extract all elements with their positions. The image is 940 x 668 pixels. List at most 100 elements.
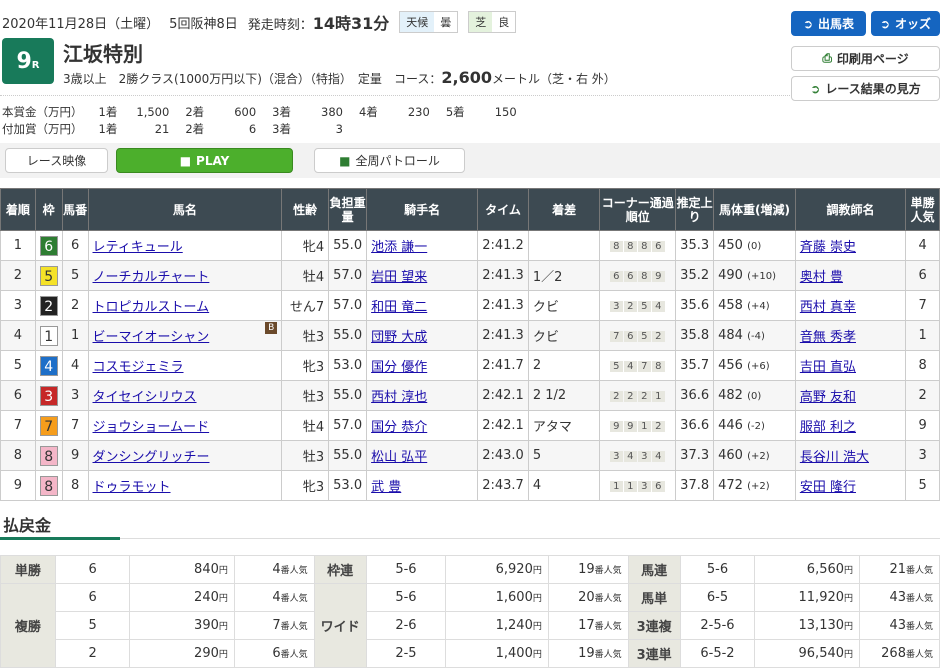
horse-name-link[interactable]: タイセイシリウス [92, 390, 197, 405]
horse-number: 9 [61, 440, 89, 471]
corner-position: 4 [651, 301, 665, 312]
bet-type-tansho: 単勝 [0, 555, 56, 584]
corner-position: 2 [623, 301, 637, 312]
rank: 17 [578, 618, 595, 633]
horse-name-link[interactable]: トロピカルストーム [92, 300, 210, 315]
weight-carried: 55.0 [328, 230, 368, 261]
frame-number: 2 [39, 295, 58, 316]
popularity: 3 [905, 440, 940, 471]
entries-button[interactable]: ➲ 出馬表 [791, 11, 866, 36]
frame-cell: 2 [34, 290, 63, 321]
pop-suffix: 番人気 [594, 594, 622, 604]
start-time: 発走時刻：14時31分 [248, 10, 390, 34]
bet-type-wakuren: 枠連 [313, 555, 367, 584]
horse-name-link[interactable]: ビーマイオーシャン [92, 330, 210, 345]
last-3f: 35.2 [675, 260, 715, 291]
payout-amount: 1,600円 [445, 583, 549, 612]
trainer-link[interactable]: 高野 友和 [799, 390, 856, 405]
body-weight-value: 460 [718, 448, 743, 463]
trainer-cell: 音無 秀孝 [794, 320, 907, 351]
trainer-link[interactable]: 吉田 直弘 [799, 360, 856, 375]
combination: 5-6 [365, 555, 447, 584]
frame-cell: 1 [34, 320, 63, 351]
track-condition: 良 [498, 16, 510, 29]
horse-number: 8 [61, 470, 89, 501]
body-weight: 446 (-2) [713, 410, 796, 441]
jockey-link[interactable]: 国分 恭介 [371, 420, 428, 435]
frame-cell: 8 [34, 440, 63, 471]
jockey-link[interactable]: 岩田 望来 [371, 270, 428, 285]
jockey-cell: 国分 優作 [366, 350, 479, 381]
bet-type-sanrentan: 3連単 [627, 639, 681, 668]
jockey-link[interactable]: 西村 淳也 [371, 390, 428, 405]
bet-type-umatan: 馬単 [627, 583, 681, 612]
margin: 2 1/2 [527, 380, 601, 411]
finish-position: 1 [0, 230, 36, 261]
column-header: 着順 [0, 188, 36, 231]
payout-amount: 11,920円 [754, 583, 861, 612]
popularity: 9 [905, 410, 940, 441]
race-name: 江坂特別 [63, 42, 143, 66]
trainer-link[interactable]: 奥村 豊 [799, 270, 843, 285]
trainer-link[interactable]: 西村 真幸 [799, 300, 856, 315]
play-label: PLAY [196, 153, 230, 168]
weight-carried: 55.0 [328, 320, 368, 351]
trainer-link[interactable]: 長谷川 浩大 [799, 450, 869, 465]
jockey-link[interactable]: 武 豊 [371, 480, 402, 495]
margin: 2 [527, 350, 601, 381]
horse-name-link[interactable]: コスモジェミラ [92, 360, 184, 375]
corner-position: 2 [623, 391, 637, 402]
margin: 1／2 [527, 260, 601, 291]
print-button[interactable]: ⎙ 印刷用ページ [791, 46, 940, 71]
yen-unit: 円 [532, 650, 542, 660]
sex-age: 牝4 [281, 230, 330, 261]
trainer-link[interactable]: 斉藤 崇史 [799, 240, 856, 255]
payout-amount: 290円 [129, 639, 235, 668]
corner-position: 2 [651, 421, 665, 432]
jockey-link[interactable]: 国分 優作 [371, 360, 428, 375]
prize-place: 1着 [98, 105, 118, 119]
jockey-link[interactable]: 松山 弘平 [371, 450, 428, 465]
horse-number: 5 [61, 260, 89, 291]
combination: 6-5-2 [679, 639, 756, 668]
last-3f: 35.7 [675, 350, 715, 381]
bet-type-fukusho: 複勝 [0, 583, 56, 668]
weight-carried: 57.0 [328, 260, 368, 291]
finish-position: 3 [0, 290, 36, 321]
race-meeting: 5回阪神8日 [169, 16, 238, 32]
horse-name-link[interactable]: ノーチカルチャート [92, 270, 210, 285]
howto-button[interactable]: ➲ レース結果の見方 [791, 76, 940, 101]
amount: 11,920 [798, 590, 845, 605]
horse-name-link[interactable]: ジョウショームード [92, 420, 210, 435]
payout-popularity: 6番人気 [233, 639, 315, 668]
horse-name-link[interactable]: ドゥラモット [92, 480, 171, 495]
combination: 2-5-6 [679, 611, 756, 640]
yen-unit: 円 [532, 566, 542, 576]
prize-place: 3着 [272, 122, 291, 136]
play-button[interactable]: ■ PLAY [116, 148, 293, 173]
horse-name-link[interactable]: ダンシングリッチー [92, 450, 210, 465]
jockey-cell: 国分 恭介 [366, 410, 479, 441]
jockey-link[interactable]: 和田 竜二 [371, 300, 428, 315]
horse-name-link[interactable]: レティキュール [92, 240, 183, 255]
pop-suffix: 番人気 [594, 622, 622, 632]
jockey-link[interactable]: 団野 大成 [371, 330, 428, 345]
odds-button[interactable]: ➲ オッズ [871, 11, 940, 36]
horse-cell: ビーマイオーシャン B [87, 320, 283, 351]
trainer-link[interactable]: 服部 利之 [799, 420, 856, 435]
column-header: タイム [477, 188, 529, 231]
divider [0, 95, 840, 96]
corner-position: 6 [609, 271, 623, 282]
yen-unit: 円 [844, 622, 854, 632]
trainer-link[interactable]: 音無 秀孝 [799, 330, 856, 345]
finish-time: 2:41.3 [477, 320, 529, 351]
jockey-link[interactable]: 池添 謙一 [371, 240, 428, 255]
patrol-button[interactable]: ■ 全周パトロール [314, 148, 465, 173]
finish-time: 2:42.1 [477, 410, 529, 441]
sex-age: 牝3 [281, 470, 330, 501]
rank: 268 [881, 646, 906, 661]
sex-age: 牡3 [281, 320, 330, 351]
trainer-link[interactable]: 安田 隆行 [799, 480, 856, 495]
horse-cell: ドゥラモット [87, 470, 283, 501]
